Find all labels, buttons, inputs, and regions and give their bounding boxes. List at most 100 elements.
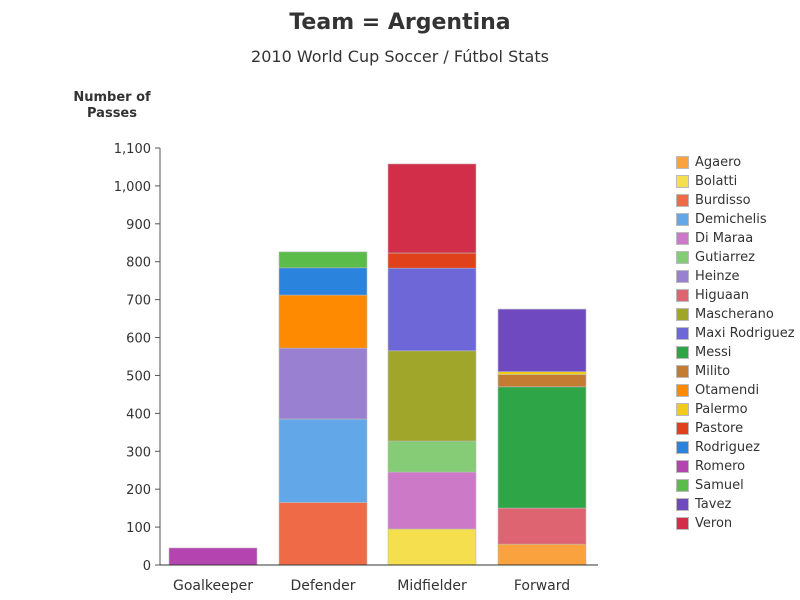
legend-swatch xyxy=(676,308,689,321)
legend-swatch xyxy=(676,270,689,283)
x-tick-label: Forward xyxy=(514,578,570,594)
y-tick-label: 900 xyxy=(126,218,151,233)
bar-segment[interactable]: Messi xyxy=(497,386,587,509)
legend-label: Demichelis xyxy=(695,212,767,227)
bar-segment[interactable]: Veron xyxy=(387,163,477,254)
bar-segment[interactable]: Milito xyxy=(497,374,587,388)
x-tick-label: Goalkeeper xyxy=(173,578,253,594)
legend-item[interactable]: Higuaan xyxy=(676,286,795,305)
y-tick-label: 600 xyxy=(126,332,151,347)
legend-item[interactable]: Otamendi xyxy=(676,381,795,400)
legend-item[interactable]: Romero xyxy=(676,457,795,476)
chart-title: Team = Argentina xyxy=(289,10,511,35)
legend-item[interactable]: Tavez xyxy=(676,495,795,514)
legend-item[interactable]: Di Maraa xyxy=(676,229,795,248)
legend-label: Mascherano xyxy=(695,307,774,322)
legend-label: Palermo xyxy=(695,402,748,417)
y-tick-label: 300 xyxy=(126,445,151,460)
legend-label: Otamendi xyxy=(695,383,760,398)
legend-item[interactable]: Maxi Rodriguez xyxy=(676,324,795,343)
legend-swatch xyxy=(676,232,689,245)
y-tick-label: 400 xyxy=(126,407,151,422)
legend-swatch xyxy=(676,194,689,207)
y-tick-label: 500 xyxy=(126,369,151,384)
bar-segment[interactable]: Maxi Rodriguez xyxy=(387,267,477,352)
bar-segment[interactable]: Burdisso xyxy=(278,502,368,566)
y-axis: 0 100 200 300 400 500 600 700 800 900 1,000 1,100 xyxy=(114,142,161,574)
legend-item[interactable]: Heinze xyxy=(676,267,795,286)
legend-item[interactable]: Messi xyxy=(676,343,795,362)
y-tick-label: 0 xyxy=(143,559,151,574)
legend-item[interactable]: Milito xyxy=(676,362,795,381)
x-tick-label: Defender xyxy=(290,578,355,594)
bar-segment[interactable]: Palermo xyxy=(497,371,587,375)
legend-swatch xyxy=(676,460,689,473)
legend-swatch xyxy=(676,175,689,188)
legend-item[interactable]: Samuel xyxy=(676,476,795,495)
y-tick-label: 700 xyxy=(126,294,151,309)
legend-swatch xyxy=(676,422,689,435)
bars: Romero BurdissoDemichelisHeinzeOtamendiRo… xyxy=(168,163,587,566)
bar-segment[interactable]: Tavez xyxy=(497,308,587,372)
bar-segment[interactable]: Demichelis xyxy=(278,418,368,503)
x-axis: Goalkeeper Defender Midfielder Forward xyxy=(160,564,598,594)
legend-label: Gutiarrez xyxy=(695,250,755,265)
legend-item[interactable]: Agaero xyxy=(676,153,795,172)
legend-item[interactable]: Rodriguez xyxy=(676,438,795,457)
legend-item[interactable]: Demichelis xyxy=(676,210,795,229)
bar-segment[interactable]: Otamendi xyxy=(278,294,368,349)
legend-swatch xyxy=(676,403,689,416)
bar-segment[interactable]: Rodriguez xyxy=(278,267,368,296)
legend-item[interactable]: Pastore xyxy=(676,419,795,438)
legend-item[interactable]: Mascherano xyxy=(676,305,795,324)
chart-subtitle: 2010 World Cup Soccer / Fútbol Stats xyxy=(251,47,549,66)
bar-segment[interactable]: Pastore xyxy=(387,252,477,269)
legend-label: Higuaan xyxy=(695,288,750,303)
legend-item[interactable]: Gutiarrez xyxy=(676,248,795,267)
y-tick-label: 800 xyxy=(126,256,151,271)
legend-label: Milito xyxy=(695,364,731,379)
legend-swatch xyxy=(676,441,689,454)
legend-item[interactable]: Veron xyxy=(676,514,795,533)
legend-label: Agaero xyxy=(695,155,742,170)
legend-label: Samuel xyxy=(695,478,744,493)
legend-item[interactable]: Bolatti xyxy=(676,172,795,191)
legend: Agaero Bolatti Burdisso Demichelis Di Maraa G… xyxy=(676,153,795,533)
legend-swatch xyxy=(676,289,689,302)
y-tick-label: 1,000 xyxy=(114,180,151,195)
legend-item[interactable]: Burdisso xyxy=(676,191,795,210)
legend-label: Burdisso xyxy=(695,193,751,208)
y-tick-label: 1,100 xyxy=(114,142,151,157)
bar-segment[interactable]: Mascherano xyxy=(387,350,477,442)
bar-segment[interactable]: Romero xyxy=(168,547,258,566)
legend-swatch xyxy=(676,384,689,397)
legend-swatch xyxy=(676,251,689,264)
legend-label: Bolatti xyxy=(695,174,738,189)
legend-label: Maxi Rodriguez xyxy=(695,326,795,341)
legend-label: Di Maraa xyxy=(695,231,754,246)
bar-segment[interactable]: Higuaan xyxy=(497,507,587,545)
y-tick-label: 200 xyxy=(126,483,151,498)
legend-swatch xyxy=(676,213,689,226)
bar-segment[interactable]: Di Maraa xyxy=(387,471,477,530)
legend-swatch xyxy=(676,479,689,492)
legend-label: Heinze xyxy=(695,269,740,284)
legend-label: Tavez xyxy=(695,497,732,512)
bar-segment[interactable]: Agaero xyxy=(497,543,587,566)
legend-label: Messi xyxy=(695,345,732,360)
legend-swatch xyxy=(676,517,689,530)
legend-label: Pastore xyxy=(695,421,744,436)
legend-swatch xyxy=(676,346,689,359)
bar-segment[interactable]: Heinze xyxy=(278,347,368,420)
legend-label: Veron xyxy=(695,516,733,531)
bar-segment[interactable]: Samuel xyxy=(278,251,368,269)
legend-swatch xyxy=(676,365,689,378)
x-tick-label: Midfielder xyxy=(397,578,467,594)
legend-label: Rodriguez xyxy=(695,440,760,455)
legend-swatch xyxy=(676,156,689,169)
bar-segment[interactable]: Bolatti xyxy=(387,528,477,566)
legend-label: Romero xyxy=(695,459,746,474)
bar-segment[interactable]: Gutiarrez xyxy=(387,440,477,473)
legend-item[interactable]: Palermo xyxy=(676,400,795,419)
